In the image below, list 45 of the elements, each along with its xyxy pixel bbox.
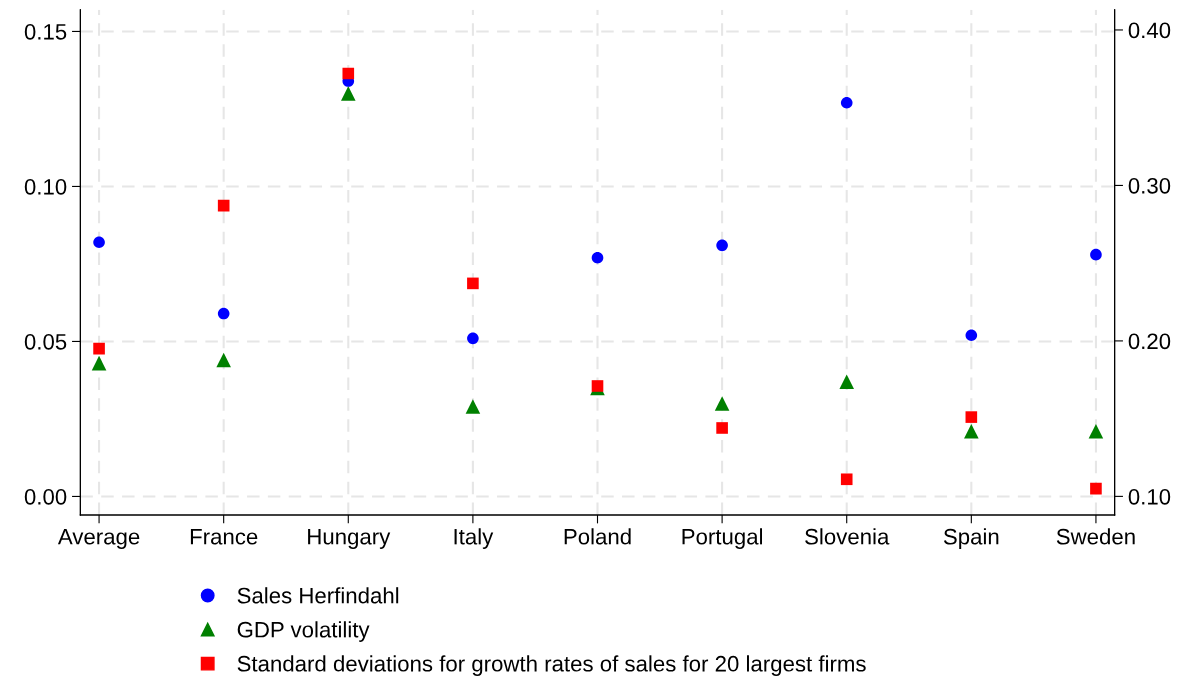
- y2-tick-label: 0.20: [1128, 333, 1171, 350]
- point: [591, 251, 604, 264]
- y-tick-label: 0.00: [24, 488, 67, 505]
- point: [216, 352, 231, 368]
- point: [217, 307, 230, 320]
- x-tick-label: Spain: [943, 528, 999, 549]
- point: [1090, 482, 1102, 495]
- point: [840, 96, 853, 109]
- legend-label: GDP volatility: [237, 621, 370, 642]
- legend-label: Sales Herfindahl: [237, 587, 399, 604]
- y2-tick-label: 0.40: [1128, 22, 1171, 39]
- y2-tick-label: 0.10: [1128, 488, 1171, 505]
- y-tick-label: 0.10: [24, 178, 67, 195]
- x-tick-label: Hungary: [308, 529, 391, 549]
- point: [714, 396, 730, 411]
- x-tick-label: Portugal: [682, 528, 763, 549]
- x-tick-label: Slovenia: [805, 528, 890, 545]
- point: [1088, 424, 1104, 439]
- y2-tick-label: 0.30: [1128, 177, 1171, 194]
- point: [342, 67, 355, 80]
- point: [840, 473, 853, 486]
- x-tick-label: Sweden: [1056, 528, 1135, 545]
- x-tick-label: Poland: [564, 528, 631, 545]
- point: [467, 277, 479, 290]
- x-tick-label: Average: [57, 529, 140, 549]
- point: [465, 399, 481, 414]
- x-tick-label: Italy: [454, 528, 494, 549]
- point: [341, 86, 356, 101]
- point: [965, 329, 978, 342]
- point: [716, 422, 728, 434]
- point: [1090, 248, 1102, 261]
- point: [965, 411, 978, 423]
- point: [964, 424, 979, 439]
- point: [467, 332, 479, 345]
- point: [93, 236, 105, 249]
- point: [93, 342, 105, 355]
- point: [217, 199, 230, 212]
- point: [839, 374, 854, 390]
- y-tick-label: 0.05: [24, 333, 67, 350]
- point: [91, 355, 107, 371]
- y-tick-label: 0.15: [24, 23, 67, 40]
- legend-label: Standard deviations for growth rates of sales for 20 largest firms: [237, 655, 866, 676]
- point: [591, 380, 604, 392]
- point: [716, 239, 728, 252]
- x-tick-label: France: [190, 529, 258, 545]
